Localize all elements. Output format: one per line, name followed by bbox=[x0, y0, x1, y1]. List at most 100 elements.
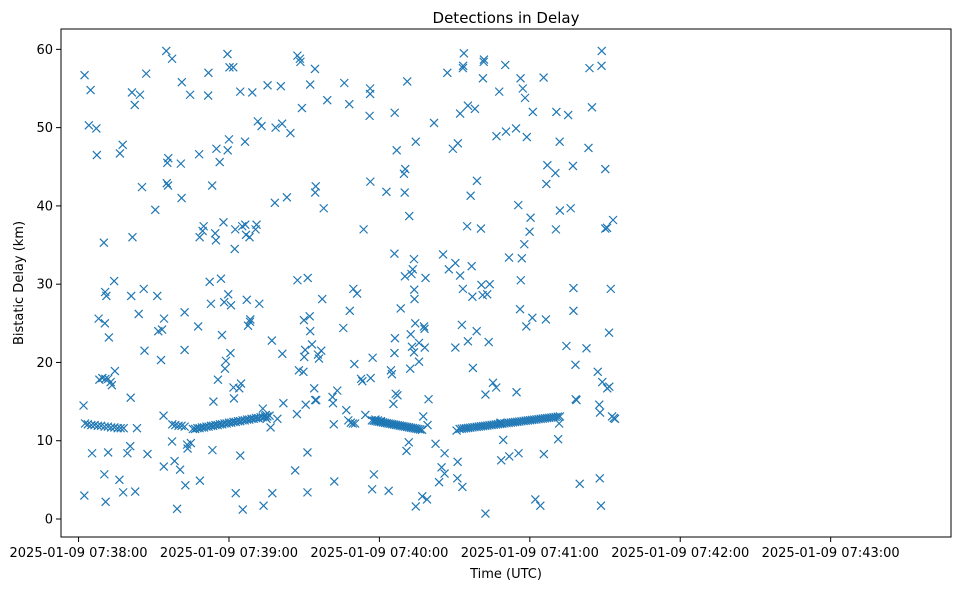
data-point bbox=[319, 203, 329, 213]
data-point-stroke bbox=[593, 367, 603, 377]
data-point bbox=[339, 78, 349, 88]
data-point bbox=[365, 84, 375, 93]
data-point-stroke bbox=[300, 345, 310, 355]
data-point-stroke bbox=[86, 85, 96, 95]
data-point bbox=[600, 164, 610, 174]
data-point bbox=[414, 357, 424, 367]
data-point-stroke bbox=[84, 120, 94, 130]
data-point-stroke bbox=[167, 437, 177, 446]
data-point bbox=[438, 250, 448, 259]
data-point bbox=[522, 132, 532, 142]
chart-title: Detections in Delay bbox=[433, 9, 580, 27]
data-point-stroke bbox=[141, 69, 151, 79]
data-point-stroke bbox=[311, 181, 321, 191]
data-point bbox=[420, 343, 430, 353]
data-point-stroke bbox=[247, 87, 257, 97]
data-point bbox=[303, 487, 312, 497]
data-point-stroke bbox=[551, 107, 561, 117]
data-point-stroke bbox=[345, 306, 355, 316]
data-point-stroke bbox=[551, 224, 561, 234]
data-point-stroke bbox=[339, 78, 349, 88]
data-point-stroke bbox=[254, 299, 264, 309]
data-point bbox=[221, 356, 231, 366]
data-point-stroke bbox=[517, 253, 527, 263]
data-point-stroke bbox=[267, 488, 277, 498]
y-tick-label: 40 bbox=[36, 199, 53, 214]
data-point-stroke bbox=[555, 206, 565, 216]
data-point bbox=[116, 423, 126, 433]
data-point bbox=[271, 123, 281, 133]
data-point-stroke bbox=[550, 168, 560, 178]
data-point-stroke bbox=[119, 423, 129, 433]
data-point bbox=[226, 300, 236, 310]
data-point bbox=[392, 145, 402, 155]
data-point-stroke bbox=[484, 337, 494, 347]
data-points bbox=[79, 46, 620, 518]
data-point-stroke bbox=[453, 457, 463, 467]
data-point-stroke bbox=[299, 352, 309, 362]
data-point bbox=[390, 249, 399, 259]
data-point-stroke bbox=[215, 157, 225, 167]
data-point-stroke bbox=[245, 317, 255, 327]
data-point-stroke bbox=[180, 345, 190, 355]
data-point-stroke bbox=[515, 304, 525, 314]
data-point bbox=[389, 399, 398, 409]
data-point bbox=[180, 307, 190, 317]
data-point bbox=[106, 377, 116, 387]
data-point-stroke bbox=[329, 477, 339, 486]
data-point-stroke bbox=[211, 235, 221, 245]
data-point-stroke bbox=[127, 87, 137, 97]
data-point bbox=[468, 363, 478, 373]
data-point bbox=[504, 451, 514, 461]
data-point bbox=[309, 383, 319, 393]
data-point-stroke bbox=[159, 462, 169, 471]
data-point bbox=[107, 380, 117, 390]
data-point bbox=[152, 291, 162, 301]
data-point-stroke bbox=[177, 421, 187, 431]
data-point bbox=[600, 224, 610, 234]
data-point-stroke bbox=[413, 424, 423, 434]
data-point bbox=[104, 332, 114, 342]
data-point bbox=[329, 419, 339, 429]
data-point-stroke bbox=[525, 227, 534, 237]
data-point-stroke bbox=[217, 330, 227, 340]
data-point-stroke bbox=[463, 336, 473, 346]
y-axis-label: Bistatic Delay (km) bbox=[12, 221, 27, 345]
data-point bbox=[100, 318, 110, 328]
data-point-stroke bbox=[99, 238, 109, 248]
data-point bbox=[488, 378, 498, 388]
data-point-stroke bbox=[409, 347, 419, 357]
data-point bbox=[410, 294, 419, 304]
data-point bbox=[466, 191, 476, 201]
data-point bbox=[314, 354, 324, 363]
data-point-stroke bbox=[522, 132, 532, 142]
data-point-stroke bbox=[539, 449, 549, 459]
data-point-stroke bbox=[468, 363, 478, 373]
data-point-stroke bbox=[176, 159, 186, 169]
data-point-stroke bbox=[458, 63, 468, 73]
data-point-stroke bbox=[245, 314, 255, 324]
data-point-stroke bbox=[139, 284, 149, 294]
data-point-stroke bbox=[317, 294, 327, 304]
data-point bbox=[393, 390, 402, 400]
data-point-stroke bbox=[584, 143, 593, 153]
data-point-stroke bbox=[400, 271, 410, 281]
data-point-stroke bbox=[455, 271, 465, 280]
data-point bbox=[305, 311, 315, 321]
data-point-stroke bbox=[303, 487, 312, 497]
data-point bbox=[86, 85, 96, 95]
data-point-stroke bbox=[512, 387, 521, 397]
data-point-stroke bbox=[405, 364, 415, 374]
data-point bbox=[408, 264, 418, 274]
data-point bbox=[231, 488, 241, 498]
data-point-stroke bbox=[516, 275, 526, 285]
data-point bbox=[235, 451, 245, 461]
data-point bbox=[115, 149, 125, 158]
data-point bbox=[419, 322, 429, 331]
data-point-stroke bbox=[488, 378, 498, 388]
data-point bbox=[127, 87, 137, 97]
data-point bbox=[417, 425, 427, 435]
data-point bbox=[450, 258, 460, 268]
data-point-stroke bbox=[596, 501, 606, 511]
data-point bbox=[368, 353, 378, 363]
